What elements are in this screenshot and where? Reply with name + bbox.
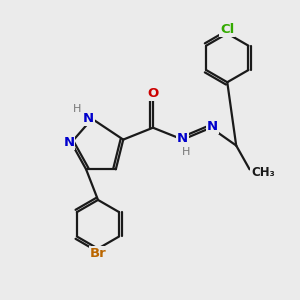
Text: N: N xyxy=(63,136,74,149)
Text: N: N xyxy=(177,132,188,145)
Text: Cl: Cl xyxy=(220,23,234,36)
Text: CH₃: CH₃ xyxy=(251,167,275,179)
Text: N: N xyxy=(207,120,218,133)
Text: Br: Br xyxy=(90,247,106,260)
Text: H: H xyxy=(72,104,81,114)
Text: H: H xyxy=(182,147,190,157)
Text: N: N xyxy=(83,112,94,125)
Text: O: O xyxy=(147,87,159,100)
